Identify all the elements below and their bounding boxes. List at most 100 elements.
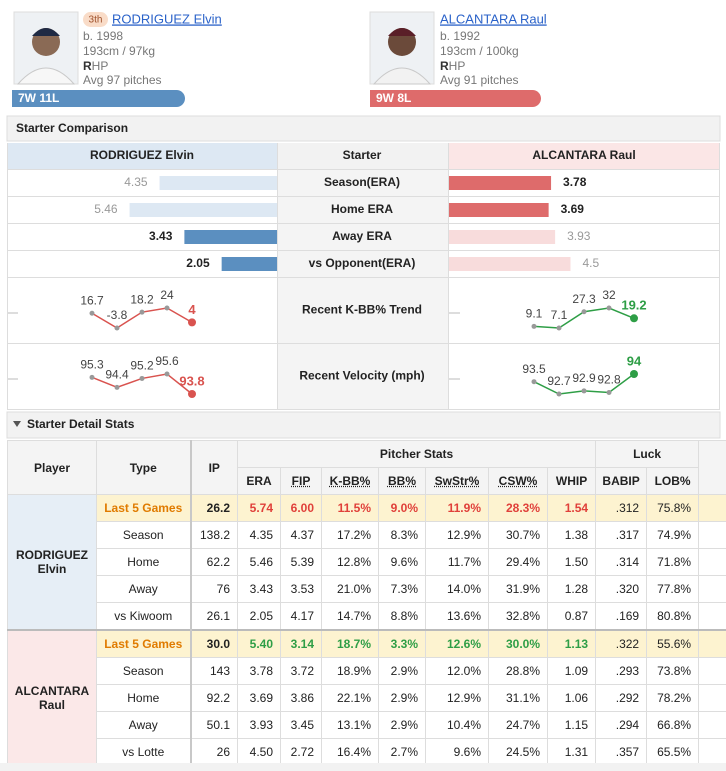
stat-cell: 7.3% [378, 575, 426, 603]
row-type: Home [96, 684, 191, 712]
label-cell [277, 344, 448, 409]
data-row: ALCANTARA Raul Last 5 Games 30.0 5.40 3.14 18… [7, 629, 726, 766]
stat-cell: 65.5% [646, 738, 700, 766]
stat-cell: 31.1% [488, 684, 548, 712]
stat-cell: 3.69 [237, 684, 281, 712]
header-left: RODRIGUEZ Elvin [90, 148, 194, 162]
bar-left [221, 257, 277, 271]
cut-cell [698, 738, 726, 766]
hand: RHP [83, 59, 108, 73]
data-row: Away 76 3.43 3.53 21.0% 7.3% 14.0% 31.9% 1.28.32… [8, 575, 726, 603]
stat-cell: 30.0 [189, 629, 238, 658]
row-type: Away [96, 575, 191, 603]
column-header: FIP [280, 467, 322, 495]
stat-cell: 5.39 [280, 548, 322, 576]
stat-cell: 17.2% [321, 521, 379, 549]
hand-rest: HP [449, 59, 466, 73]
section-band [6, 411, 721, 439]
record: 7W 11L [18, 91, 59, 105]
record-bar [12, 90, 185, 107]
collapse-icon[interactable] [13, 421, 21, 427]
data-row: Home 92.2 3.69 3.86 22.1% 2.9% 12.9% 31.1% 1.06.… [8, 684, 726, 712]
trend-point [531, 379, 537, 385]
data-row: Home 62.2 5.46 5.39 12.8% 9.6% 11.7% 29.4% 1.50.… [8, 548, 726, 576]
stat-cell: 29.4% [488, 548, 548, 576]
section-band [6, 115, 721, 142]
cut-cell [698, 657, 726, 685]
player-cell: RODRIGUEZ Elvin [7, 494, 97, 631]
stat-cell: 32.8% [488, 602, 548, 631]
record-bar [370, 90, 541, 107]
column-header-text: BABIP [602, 474, 640, 488]
stat-cell: 14.0% [425, 575, 489, 603]
stat-cell: 12.0% [425, 657, 489, 685]
stat-cell: 0.87 [546, 602, 597, 631]
stat-cell: 1.28 [546, 575, 597, 603]
column-header: LOB% [646, 467, 700, 495]
player-name[interactable]: ALCANTARA Raul [440, 11, 547, 26]
header-cell [448, 143, 720, 169]
column-header-text: CSW% [498, 474, 538, 488]
stat-cell: 28.8% [488, 657, 548, 685]
stat-cell: 6.00 [280, 494, 322, 522]
stat-cell: 3.93 [237, 711, 281, 739]
stat-cell: 143 [189, 657, 238, 685]
stat-cell: 3.86 [280, 684, 322, 712]
hand-bold: R [440, 59, 449, 73]
player-name[interactable]: RODRIGUEZ Elvin [112, 11, 222, 26]
hand-rest: HP [92, 59, 109, 73]
stat-cell: 1.38 [546, 521, 597, 549]
trend-point [606, 305, 612, 311]
header-mid: Starter [343, 148, 382, 162]
column-header: Type [96, 440, 191, 495]
stat-cell: .312 [595, 494, 648, 522]
header-right: ALCANTARA Raul [532, 148, 635, 162]
group-header: Pitcher Stats [236, 440, 597, 468]
data-row: Away 50.1 3.93 3.45 13.1% 2.9% 10.4% 24.7% 1.15.… [8, 711, 726, 739]
trend-point [188, 390, 196, 398]
stat-cell: 12.9% [425, 684, 489, 712]
bar-left [129, 203, 277, 217]
trend-point [164, 305, 170, 311]
stat-cell: 78.2% [646, 684, 700, 712]
column-header: Player [7, 440, 97, 495]
column-header-text: WHIP [555, 474, 588, 488]
column-header-text: K-BB% [329, 474, 371, 488]
stat-cell: 24.5% [488, 738, 548, 766]
stat-cell: 30.7% [488, 521, 548, 549]
trend-point [630, 314, 638, 323]
stat-cell: 2.05 [237, 602, 281, 631]
value-left: 4.35 [124, 175, 148, 189]
stat-cell: 2.9% [378, 684, 426, 712]
trend-label: 95.2 [130, 359, 154, 373]
trend-point [139, 375, 145, 381]
trend-label: 24 [160, 288, 174, 302]
stat-cell: 10.4% [425, 711, 489, 739]
row-type: vs Kiwoom [96, 602, 191, 631]
column-header: CSW% [488, 467, 548, 495]
stat-cell: 26.2 [189, 494, 238, 522]
stat-cell: 55.6% [646, 629, 700, 658]
section-title: Starter Comparison [16, 121, 128, 135]
stat-cell: 1.06 [546, 684, 597, 712]
value-left: 2.05 [186, 256, 210, 270]
value-right: 4.5 [583, 256, 600, 270]
row-type: vs Lotte [96, 738, 191, 766]
header-area: 3th RODRIGUEZ Elvin b. 1998 193cm / 97kg… [6, 11, 721, 439]
header-row: ERA FIP K-BB% BB% SwStr% CSW% WHIP BABIP LOB% [8, 467, 726, 495]
column-header-text: BB% [387, 474, 416, 488]
section-title[interactable]: Starter Detail Stats [27, 417, 135, 431]
cut-cell [698, 575, 726, 603]
trend-point [581, 388, 587, 394]
column-header: BB% [378, 467, 426, 495]
stat-cell: 1.31 [546, 738, 597, 766]
column-header: ERA [237, 467, 281, 495]
column-header-text: SwStr% [434, 474, 480, 488]
trend-point [531, 323, 537, 329]
stat-cell: 2.72 [280, 738, 322, 766]
cut-cell [698, 521, 726, 549]
detail-table: Player Type IP Pitcher Stats Luck ERA FIP K-BB%… [7, 440, 726, 766]
stat-cell: 2.7% [378, 738, 426, 766]
rank: 3th [89, 15, 103, 26]
